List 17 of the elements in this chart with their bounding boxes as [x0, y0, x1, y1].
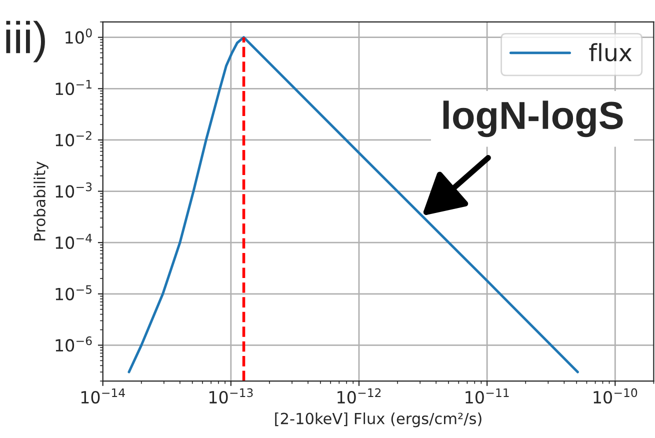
y-tick-label: 10$^{−5}$ [56, 285, 92, 300]
y-axis-title: Probability [34, 162, 48, 240]
annotation: logN-logS [443, 100, 623, 138]
y-tick-label: 10$^{−6}$ [56, 336, 92, 352]
text: iii) [6, 20, 45, 62]
x-tick-label: 10$^{−14}$ [81, 388, 125, 404]
x-tick-label: 10$^{−12}$ [338, 388, 381, 404]
x-tick-label: 10$^{−11}$ [466, 388, 509, 404]
y-tick-label: 10$^{−2}$ [56, 131, 92, 146]
x-tick-label: 10$^{−10}$ [594, 388, 638, 404]
x-axis-title: [2-10keV] Flux (ergs/cm²/s) [275, 412, 482, 428]
y-tick-label: 10$^{0}$ [66, 28, 92, 44]
y-tick-label: 10$^{−1}$ [56, 80, 92, 96]
y-tick-label: 10$^{−3}$ [56, 182, 92, 198]
legend-label: flux [589, 43, 632, 62]
y-tick-label: 10$^{−4}$ [56, 234, 92, 250]
x-tick-label: 10$^{−13}$ [209, 388, 253, 404]
